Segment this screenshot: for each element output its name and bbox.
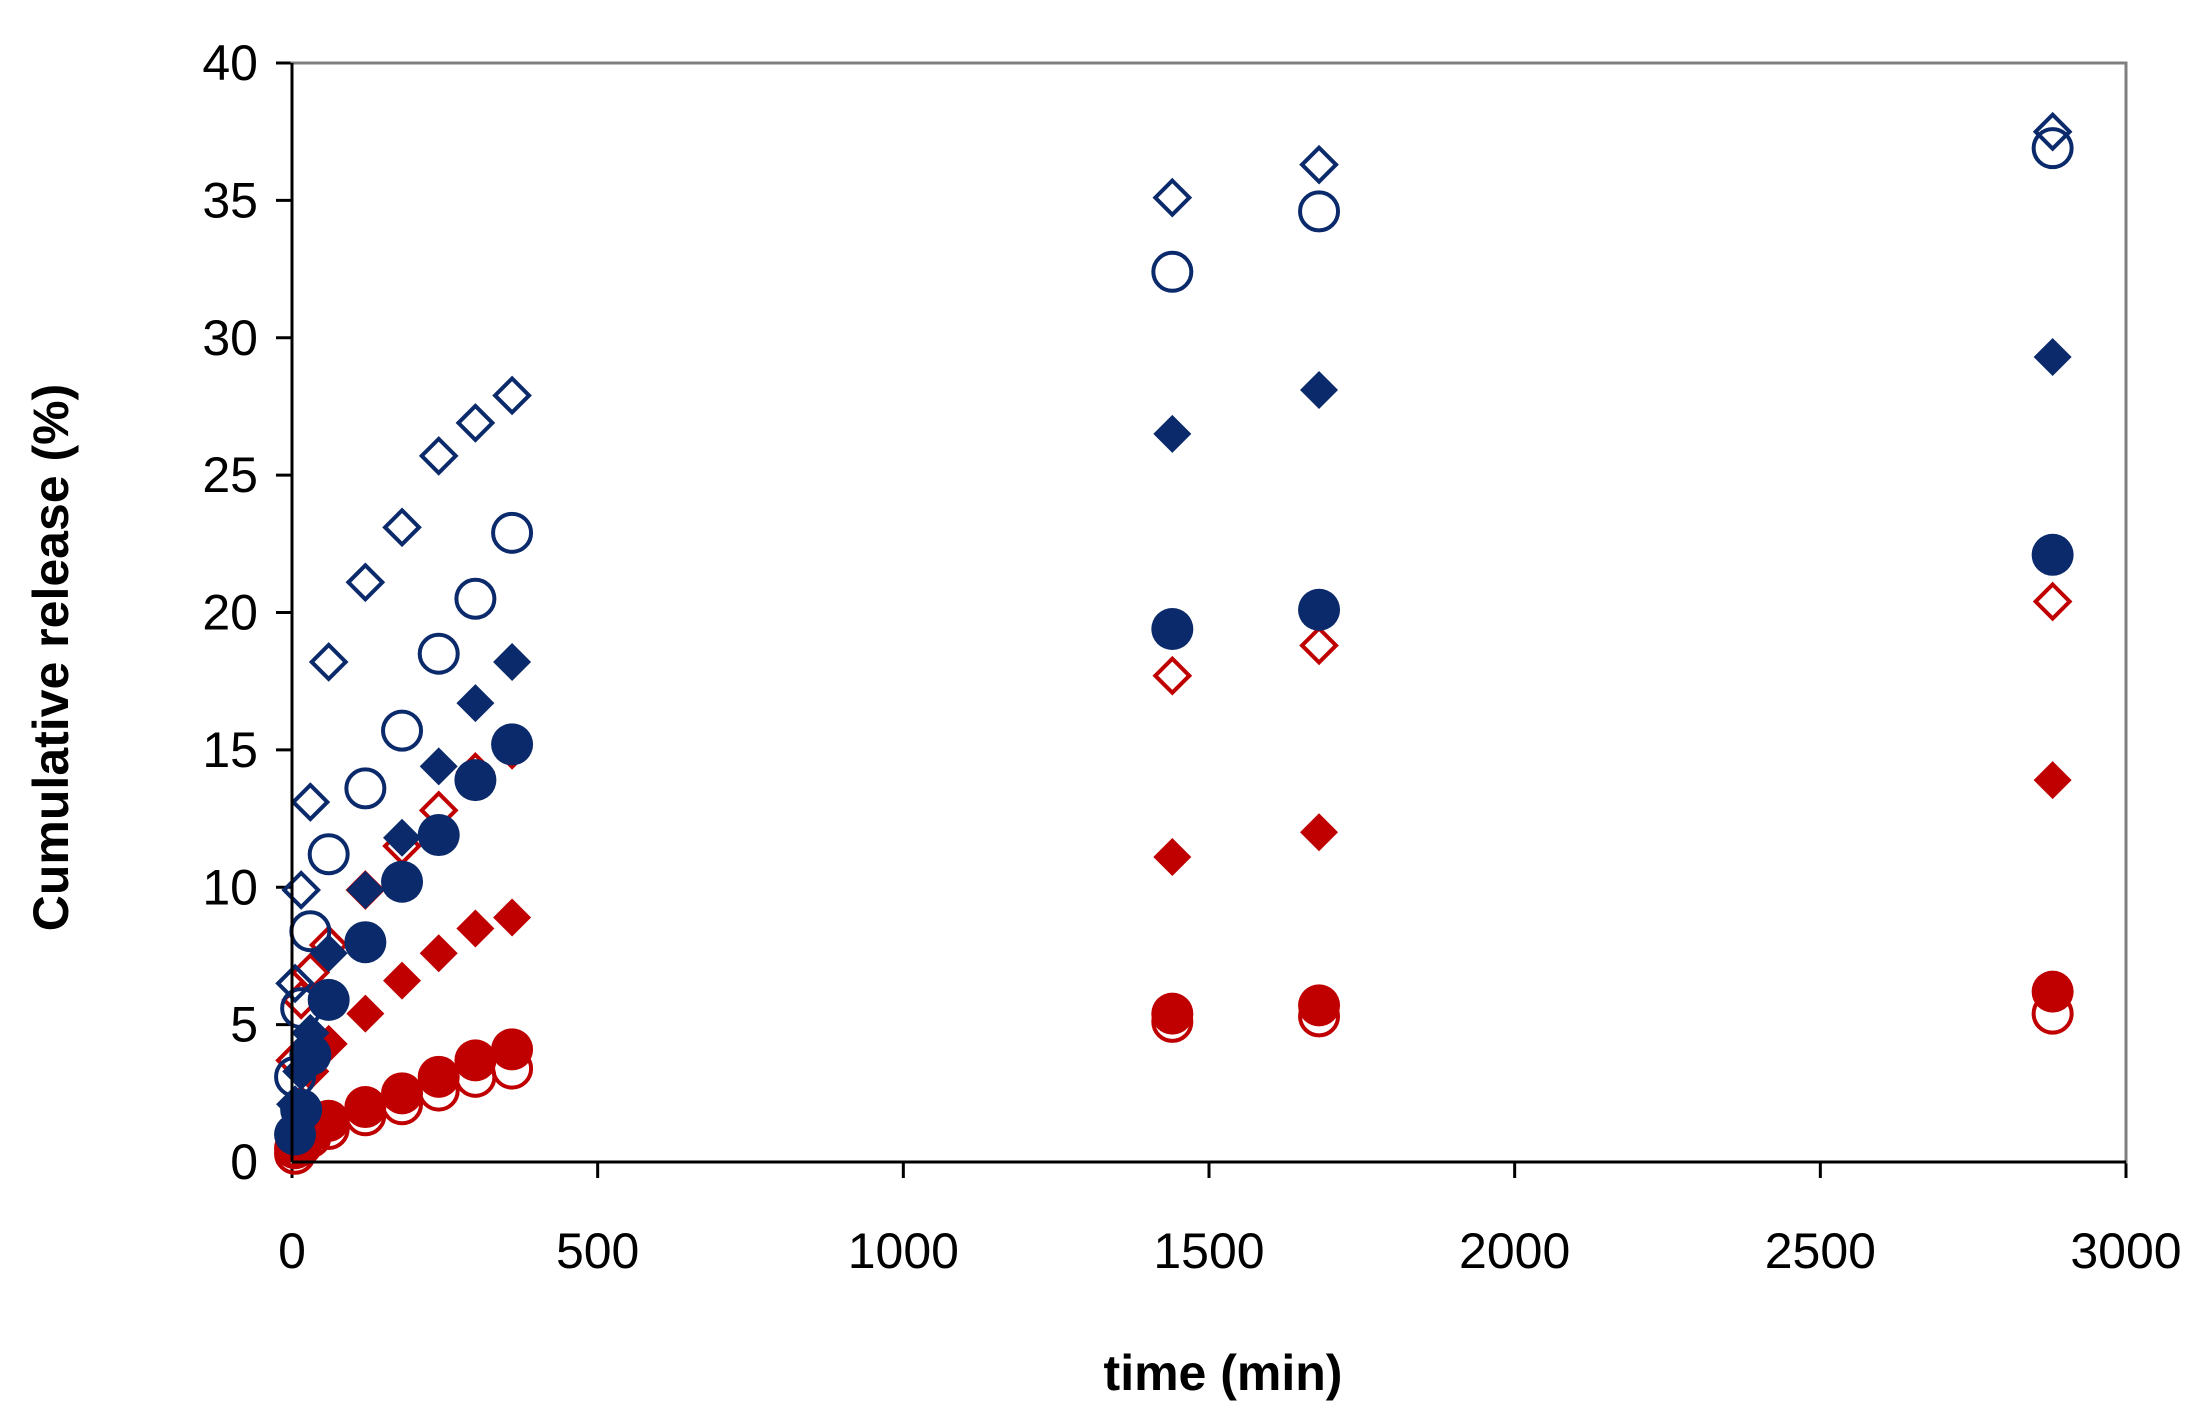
data-point [456,909,495,948]
data-point [290,782,331,822]
series-navy-filled-circle [274,533,2074,1156]
data-point [275,963,315,1004]
data-point [383,818,422,857]
data-point [417,1055,460,1098]
x-tick-label: 1500 [1153,1223,1264,1279]
data-point [1152,655,1193,696]
data-point [454,1039,497,1082]
y-tick-label: 20 [202,585,258,641]
y-tick-label: 10 [202,859,258,915]
data-point [1300,813,1339,852]
data-point [492,375,532,416]
x-tick-label: 3000 [2070,1223,2181,1279]
data-point [308,642,349,682]
data-point [491,511,534,554]
data-point [1300,370,1339,409]
data-point [381,860,424,903]
x-tick-label: 2000 [1459,1223,1570,1279]
y-tick-label: 25 [202,447,258,503]
data-point [2032,581,2073,622]
data-point [454,759,497,802]
data-point [345,562,386,603]
data-point [493,898,532,937]
data-point [455,403,496,443]
data-point [344,1086,387,1129]
data-point [2031,970,2074,1013]
data-point [417,632,460,675]
y-tick-label: 30 [202,310,258,366]
data-points [274,111,2074,1175]
y-axis-ticks: 0 5 10 15 20 25 30 35 40 [202,35,292,1190]
x-axis-ticks: 0 500 1000 1500 2000 2500 3000 [278,1162,2182,1279]
data-point [2032,111,2073,152]
x-tick-label: 1000 [848,1223,959,1279]
data-point [1298,588,1341,631]
data-point [2033,761,2072,800]
y-tick-label: 40 [202,35,258,91]
data-point [493,642,532,681]
data-point [344,921,387,964]
y-tick-label: 0 [230,1134,258,1190]
data-point [383,961,422,1000]
data-point [309,934,348,973]
x-tick-label: 0 [278,1223,306,1279]
data-point [456,684,495,723]
data-point [1152,177,1193,218]
data-point [281,870,321,910]
y-tick-label: 5 [230,997,258,1053]
data-point [307,833,350,876]
y-tick-label: 15 [202,722,258,778]
y-tick-label: 35 [202,172,258,228]
data-point [1153,414,1192,453]
series-navy-open-circle [274,127,2074,1098]
data-point [2031,127,2074,170]
data-point [1299,144,1339,185]
data-point [419,934,458,973]
data-point [280,1088,323,1131]
data-point [1299,625,1339,666]
data-point [1151,250,1194,293]
data-point [1151,607,1194,650]
data-point [1153,838,1192,877]
x-tick-label: 500 [556,1223,639,1279]
data-point [346,994,385,1033]
x-tick-label: 2500 [1765,1223,1876,1279]
data-point [307,978,350,1021]
data-point [419,747,458,786]
data-point [1151,992,1194,1035]
data-point [382,507,422,548]
data-point [381,709,424,752]
data-point [289,1033,332,1076]
data-point [491,1028,534,1071]
x-axis-title: time (min) [1104,1345,1343,1401]
data-point [2033,337,2072,376]
data-point [1298,190,1341,233]
data-point [346,870,385,909]
series-navy-open-diamond [275,111,2073,1004]
data-point [2031,533,2074,576]
y-axis-title: Cumulative release (%) [23,384,79,931]
data-point [491,723,534,766]
data-point [1298,984,1341,1027]
data-point [417,814,460,857]
data-point [381,1072,424,1115]
data-point [418,436,459,476]
data-point [454,577,497,620]
data-point [344,767,387,810]
